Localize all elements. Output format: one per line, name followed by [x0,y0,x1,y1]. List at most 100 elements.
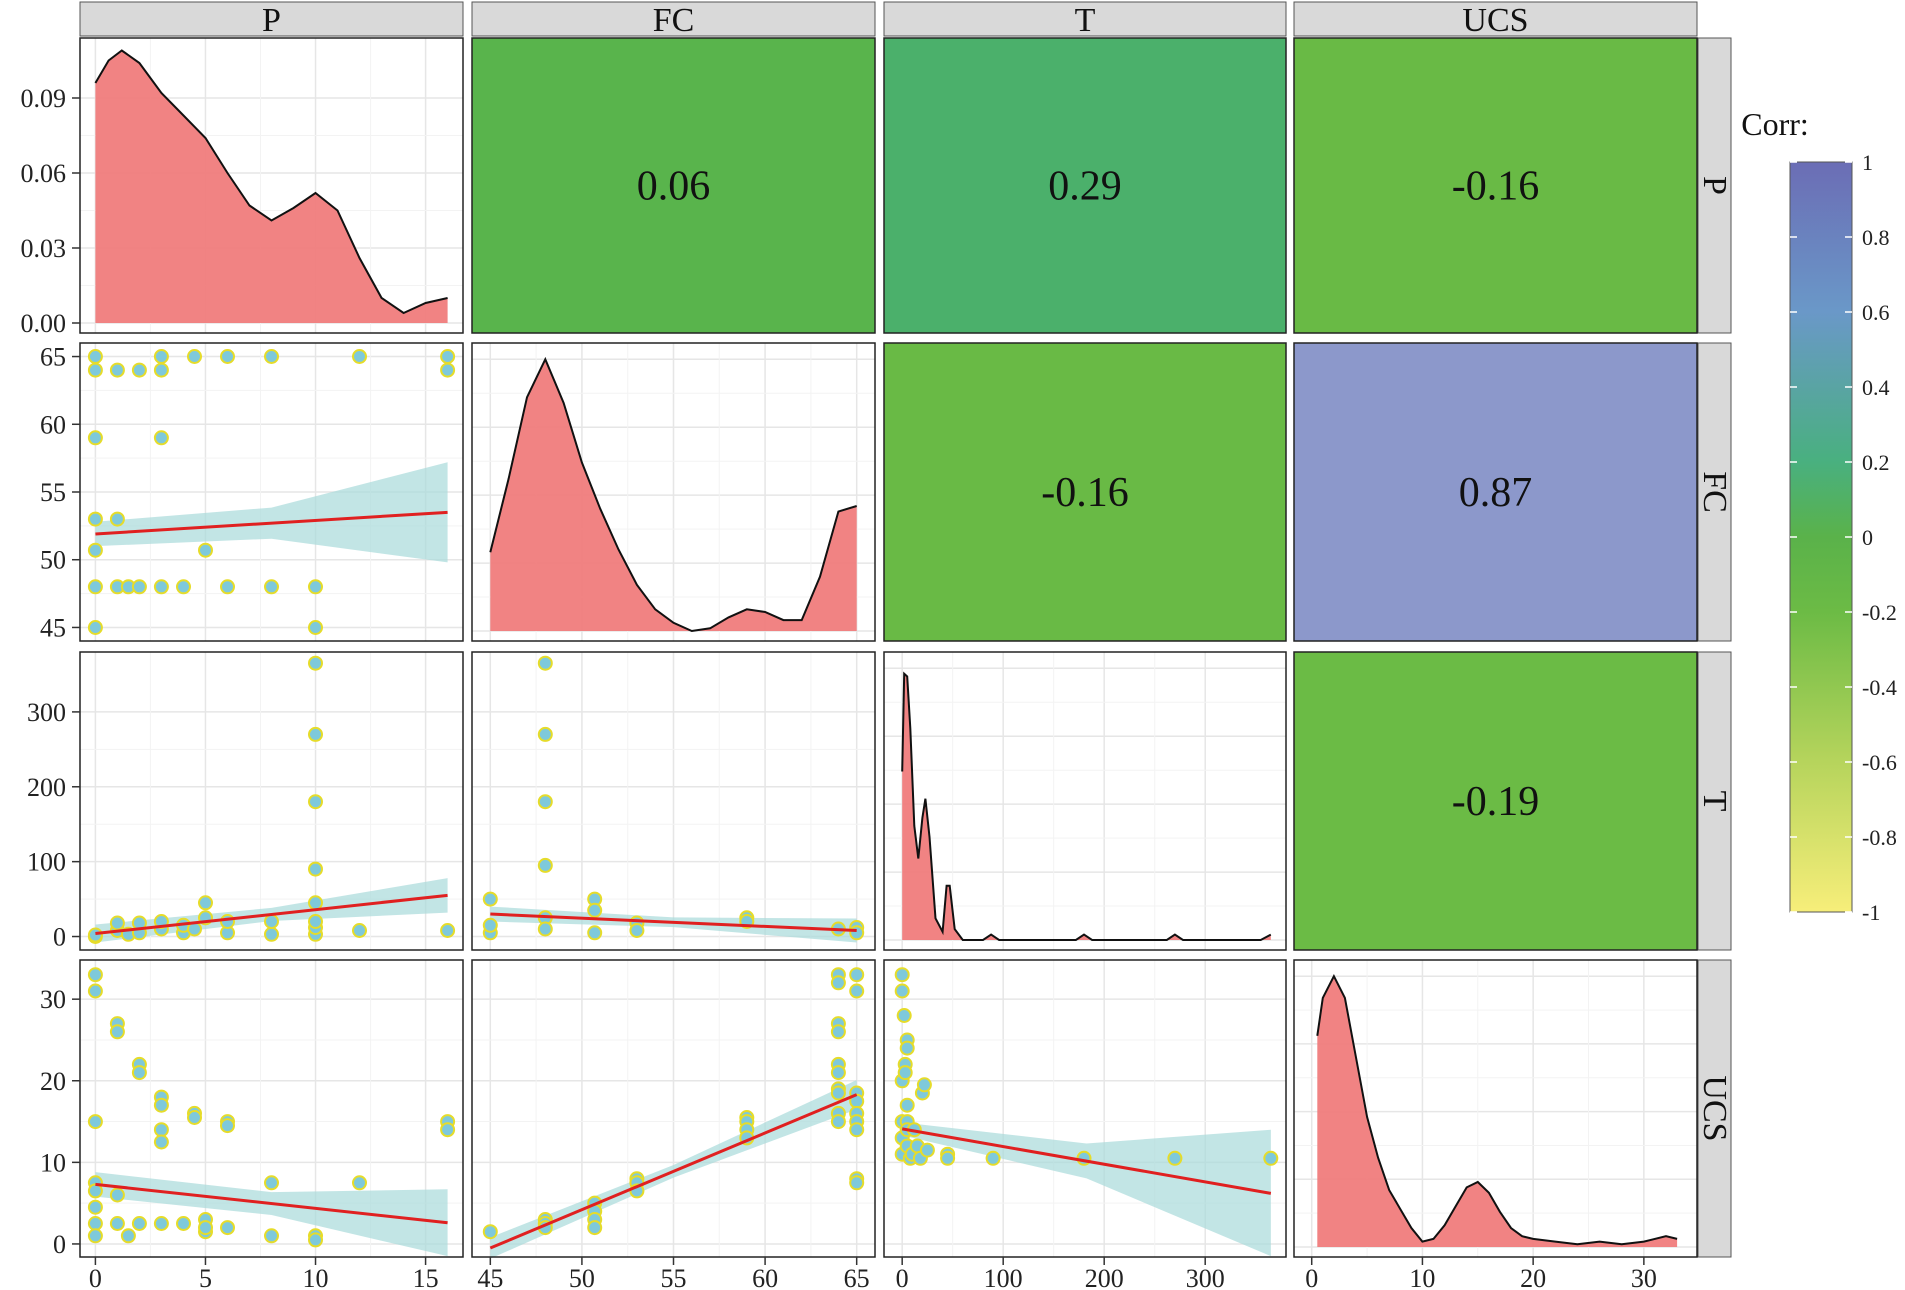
density-area-ucs [1317,976,1678,1247]
panel-ucs-t [883,959,1287,1258]
scatter-point [308,1232,323,1248]
scatter-point [587,902,603,918]
corr-value-fc-t: -0.16 [1041,470,1129,516]
scatter-point [899,1040,915,1056]
scatter-point [131,362,147,378]
scatter-point [849,1175,865,1191]
x-tick-label-t: 100 [984,1264,1023,1290]
scatter-point [220,349,235,364]
scatter-point [220,579,235,595]
scatter-point [109,915,125,931]
scatter-point [1263,1150,1279,1166]
scatter-point [264,1228,279,1244]
scatter-point [87,967,103,983]
y-tick-label-p: 0.03 [21,234,67,263]
panel-grid: 0.06 0.29 -0.16 -0.16 0.87 -0.19 [79,37,1698,1259]
scatter-point [985,1150,1001,1166]
panel-fc-t: -0.16 [883,342,1287,642]
gridlines [472,652,875,950]
x-tick-label-t: 300 [1186,1264,1225,1290]
scatter-point [587,1220,603,1236]
strip-right-fc [1697,342,1732,642]
x-tick-label-fc: 45 [477,1264,503,1290]
regression-line-t-ucs [901,1127,1272,1195]
scatter-point [87,579,103,595]
panel-p-p [79,37,464,334]
scatter-point [198,542,213,558]
scatter-point [87,349,103,364]
legend-tick-label: -0.6 [1862,750,1897,775]
scatter-point [131,579,147,595]
x-tick-label-ucs: 0 [1305,1264,1318,1290]
scatter-point [153,1216,169,1231]
bottom-axis: 0 5 10 15 45 50 55 60 65 0 100 200 300 0 10 20 30 [89,1257,1657,1290]
regression-line-p-ucs [95,1182,448,1225]
corr-value-t-ucs: -0.19 [1452,779,1540,825]
scatter-point [87,430,103,446]
y-tick-label-p: 0.09 [21,84,67,113]
confidence-band-t-ucs [902,1122,1271,1257]
scatter-point [830,1114,846,1130]
panel-border [79,37,464,334]
scatter-point [308,655,323,671]
scatter-point [308,914,323,929]
strip-top-t [883,1,1287,37]
legend-tick-label: 0 [1862,525,1873,550]
panel-t-p [79,651,464,951]
corr-tile-p-fc [472,38,875,333]
scatter-point [440,362,456,378]
scatter-point [187,349,202,364]
x-tick-label-p: 0 [89,1264,102,1290]
strip-right-ucs [1697,959,1732,1258]
corr-value-p-fc: 0.06 [637,164,711,210]
corr-value-p-t: 0.29 [1048,164,1122,210]
legend-tick-label: -1 [1862,900,1880,925]
panel-fc-ucs: 0.87 [1293,342,1698,642]
panel-border [1293,37,1698,334]
scatter-point [131,1065,147,1081]
scatter-point [87,620,103,635]
scatter-point [153,1122,169,1138]
scatter-point [537,655,553,671]
scatter-point [198,895,213,911]
scatter-point [109,511,125,527]
y-tick-label-t: 200 [27,773,66,802]
left-axis: 0.00 0.03 0.06 0.09 45 50 55 60 65 0 100 200 300 0 10 2… [21,84,80,1259]
panel-border [79,959,464,1258]
scatter-point [308,861,323,877]
legend-tick-label: -0.8 [1862,825,1897,850]
panel-fc-fc [471,342,876,642]
x-tick-label-p: 5 [199,1264,212,1290]
panel-p-ucs: -0.16 [1293,37,1698,334]
strip-right-label-t: T [1696,791,1733,812]
scatter-point [352,923,367,938]
scatter-point [830,1024,846,1040]
scatter-point [220,914,235,929]
scatter-point [87,542,103,558]
strip-top-label-ucs: UCS [1462,2,1528,39]
scatter-point [153,349,169,364]
x-tick-label-fc: 55 [661,1264,687,1290]
scatter-point [1167,1150,1183,1166]
scatter-point [440,349,456,364]
gridlines [472,960,875,1257]
corr-value-p-ucs: -0.16 [1452,164,1540,210]
confidence-band-fc-ucs [490,1079,857,1259]
strip-top-label-t: T [1075,2,1096,39]
scatter-point [482,917,498,933]
y-tick-label-t: 100 [27,848,66,877]
y-tick-label-ucs: 0 [53,1230,66,1259]
scatter-point [264,349,279,364]
confidence-band-p-fc [95,462,448,563]
scatter-point [87,927,103,943]
scatter-point [308,794,323,810]
y-tick-label-fc: 50 [40,546,66,575]
corr-tile-t-ucs [1294,652,1697,950]
x-tick-label-fc: 65 [844,1264,870,1290]
panel-fc-p [79,342,464,642]
panel-border [471,37,876,334]
top-strip-labels: P FC T UCS [79,1,1698,39]
scatter-points-p-ucs [87,967,456,1248]
scatter-point [264,926,279,942]
scatter-point [919,1142,935,1158]
